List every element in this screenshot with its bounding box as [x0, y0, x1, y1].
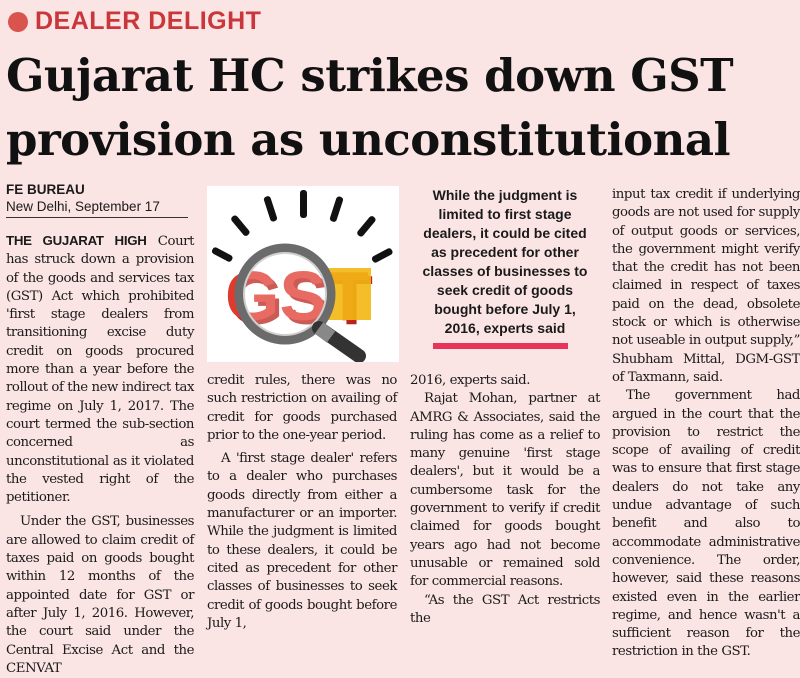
- pull-quote-accent-bar: [433, 343, 568, 349]
- pull-quote: While the judgment is limited to first s…: [422, 187, 588, 336]
- article-paragraph: Rajat Mohan, partner at AMRG & Associate…: [410, 391, 600, 590]
- article-column-2: credit rules, there was no such restrict…: [207, 372, 397, 633]
- kicker-label: DEALER DELIGHT: [35, 7, 262, 35]
- headline: Gujarat HC strikes down GST provision as…: [6, 49, 734, 166]
- article-paragraph: THE GUJARAT HIGH Court has struck down a…: [6, 232, 194, 507]
- article-paragraph: 2016, experts said.: [410, 373, 530, 388]
- article-text: Court has struck down a provision of the…: [6, 234, 194, 506]
- byline-dateline: New Delhi, September 17: [6, 199, 160, 214]
- article-column-1: THE GUJARAT HIGH Court has struck down a…: [6, 232, 194, 678]
- article-paragraph: credit rules, there was no such restrict…: [207, 373, 397, 443]
- gst-illustration: GST GST: [207, 186, 399, 362]
- article-paragraph: “As the GST Act restricts the: [410, 592, 600, 626]
- gst-magnifier-icon: GST GST: [211, 190, 393, 362]
- byline: FE BUREAU New Delhi, September 17: [6, 181, 188, 218]
- article-paragraph: A 'first stage dealer' refers to a deale…: [207, 451, 397, 631]
- article-column-3: 2016, experts said. Rajat Mohan, partner…: [410, 372, 600, 628]
- byline-bureau: FE BUREAU: [6, 182, 85, 197]
- article-column-4: input tax credit if underlying goods are…: [612, 186, 800, 662]
- article-paragraph: Under the GST, businesses are allowed to…: [6, 514, 194, 676]
- article-paragraph: input tax credit if underlying goods are…: [612, 187, 800, 385]
- kicker-bullet: [8, 12, 28, 32]
- article-paragraph: The government had argued in the court t…: [612, 388, 800, 660]
- article-lead-in: THE GUJARAT HIGH: [6, 233, 147, 248]
